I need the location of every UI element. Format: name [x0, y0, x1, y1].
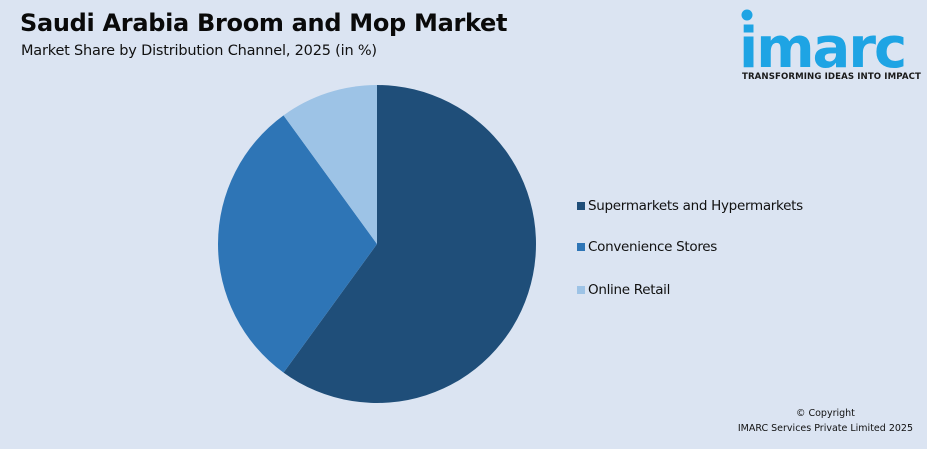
legend-label: Supermarkets and Hypermarkets: [588, 198, 803, 214]
logo-brand-text: imarc: [740, 16, 905, 78]
slice-convenience: [217, 115, 377, 373]
imarc-logo: imarc: [739, 8, 920, 88]
imarc-logo-icon: imarc: [739, 9, 907, 81]
chart-subtitle: Market Share by Distribution Channel, 20…: [21, 43, 377, 59]
legend-swatch-convenience: [577, 243, 585, 251]
legend-item-convenience: Convenience Stores: [577, 239, 717, 255]
legend-swatch-supermarkets: [577, 202, 585, 210]
slice-online: [283, 85, 377, 244]
copyright: © Copyright IMARC Services Private Limit…: [738, 406, 913, 436]
chart-title: Saudi Arabia Broom and Mop Market: [20, 9, 508, 37]
legend-label: Online Retail: [588, 282, 671, 298]
legend-item-online: Online Retail: [577, 282, 670, 298]
copyright-line-1: © Copyright: [795, 408, 855, 419]
legend-swatch-online: [577, 286, 585, 294]
legend-label: Convenience Stores: [588, 239, 718, 255]
copyright-line-2: IMARC Services Private Limited 2025: [737, 423, 913, 434]
legend-item-supermarkets: Supermarkets and Hypermarkets: [577, 198, 803, 214]
logo-tagline: TRANSFORMING IDEAS INTO IMPACT: [742, 72, 921, 82]
slice-supermarkets: [283, 85, 536, 403]
